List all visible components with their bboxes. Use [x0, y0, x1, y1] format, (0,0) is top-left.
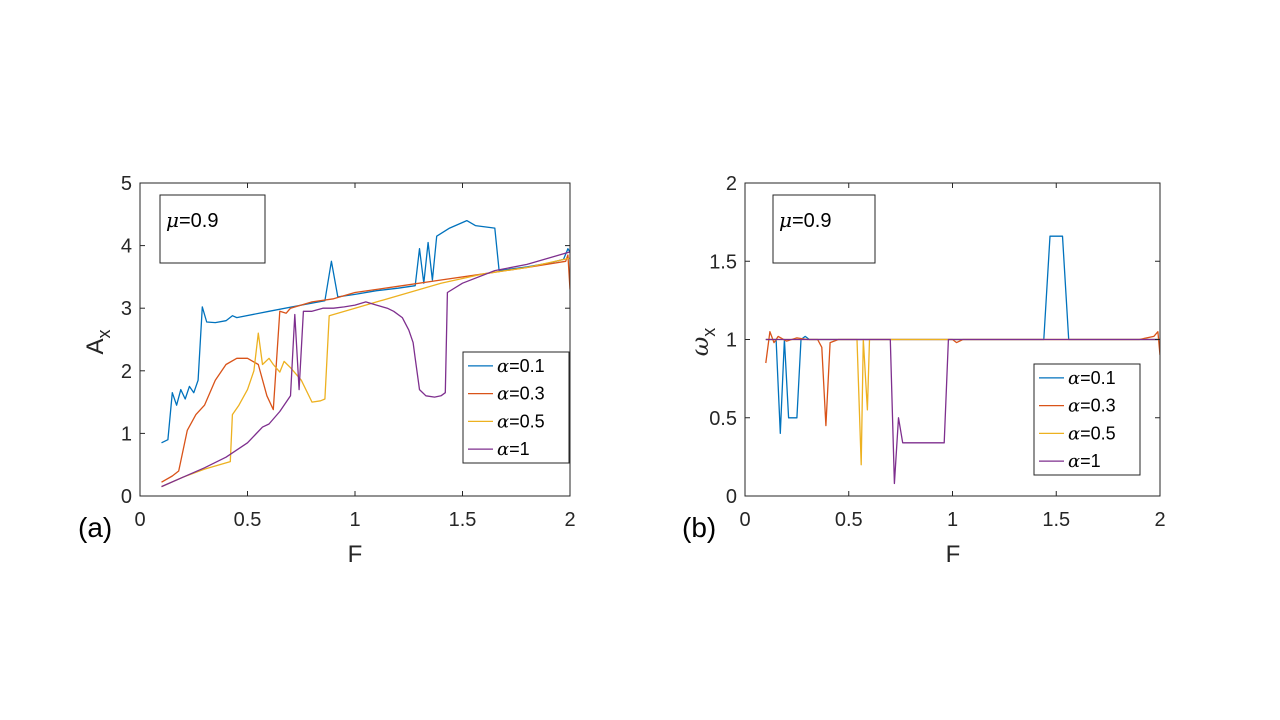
- y-tick-label: 0: [726, 486, 737, 508]
- legend-entry: α=0.5: [1068, 423, 1116, 444]
- annotation-box: [159, 194, 266, 264]
- y-tick-label: 1: [726, 330, 737, 352]
- legend: α=0.1 α=0.3 α=0.5 α=1: [1033, 363, 1141, 476]
- x-tick-label: 1.5: [1042, 509, 1070, 531]
- x-tick-label: 2: [564, 509, 575, 531]
- x-tick-label: 1: [349, 509, 360, 531]
- series-group: [765, 235, 1160, 485]
- y-tick-label: 4: [121, 236, 132, 258]
- y-axis-label: ωx: [686, 328, 719, 357]
- y-tick-label: 0.5: [709, 408, 737, 430]
- y-tick-label: 5: [121, 173, 132, 195]
- x-tick-label: 0: [739, 509, 750, 531]
- legend: α=0.1 α=0.3 α=0.5 α=1: [462, 351, 570, 464]
- y-tick-label: 2: [726, 173, 737, 195]
- series-line-4: [765, 338, 1160, 485]
- legend-entry: α=0.1: [497, 356, 545, 377]
- y-tick-label: 3: [121, 298, 132, 320]
- x-axis-label: F: [946, 541, 961, 568]
- x-tick-label: 0: [134, 509, 145, 531]
- y-tick-label: 1.5: [709, 251, 737, 273]
- chart-panel-a: 0 0.5 1 1.5 2012345FAx(a)μ=0.9α=0.1α=0.3α=0.…: [78, 173, 576, 568]
- annotation-text: μ=0.9: [779, 208, 831, 232]
- legend-entry: α=0.1: [1068, 368, 1116, 389]
- x-tick-label: 0.5: [234, 509, 262, 531]
- x-tick-label: 1.5: [449, 509, 477, 531]
- legend-entry: α=0.5: [497, 411, 545, 432]
- series-line-3: [161, 257, 570, 488]
- legend-entry: α=0.3: [1068, 396, 1116, 417]
- x-tick-label: 2: [1154, 509, 1165, 531]
- y-axis-label: Ax: [82, 329, 114, 354]
- y-tick-label: 0: [121, 486, 132, 508]
- legend-box: [1033, 363, 1141, 476]
- panel-label: (b): [682, 512, 716, 543]
- series-line-4: [161, 251, 570, 488]
- series-group: [161, 219, 570, 488]
- chart-panel-b: 0 0.5 1 1.5 200.511.52Fωx(b)μ=0.9α=0.1α=0.3α…: [682, 173, 1166, 568]
- y-tick-label: 1: [121, 423, 132, 445]
- annotation-text: μ=0.9: [166, 208, 218, 232]
- legend-entry: α=1: [1068, 451, 1101, 472]
- legend-entry: α=0.3: [497, 384, 545, 405]
- annotation-box: [772, 194, 876, 264]
- legend-box: [462, 351, 570, 464]
- x-tick-label: 1: [947, 509, 958, 531]
- x-axis-label: F: [348, 541, 363, 568]
- x-tick-label: 0.5: [835, 509, 863, 531]
- y-tick-label: 2: [121, 361, 132, 383]
- panel-label: (a): [78, 512, 112, 543]
- legend-entry: α=1: [497, 439, 530, 460]
